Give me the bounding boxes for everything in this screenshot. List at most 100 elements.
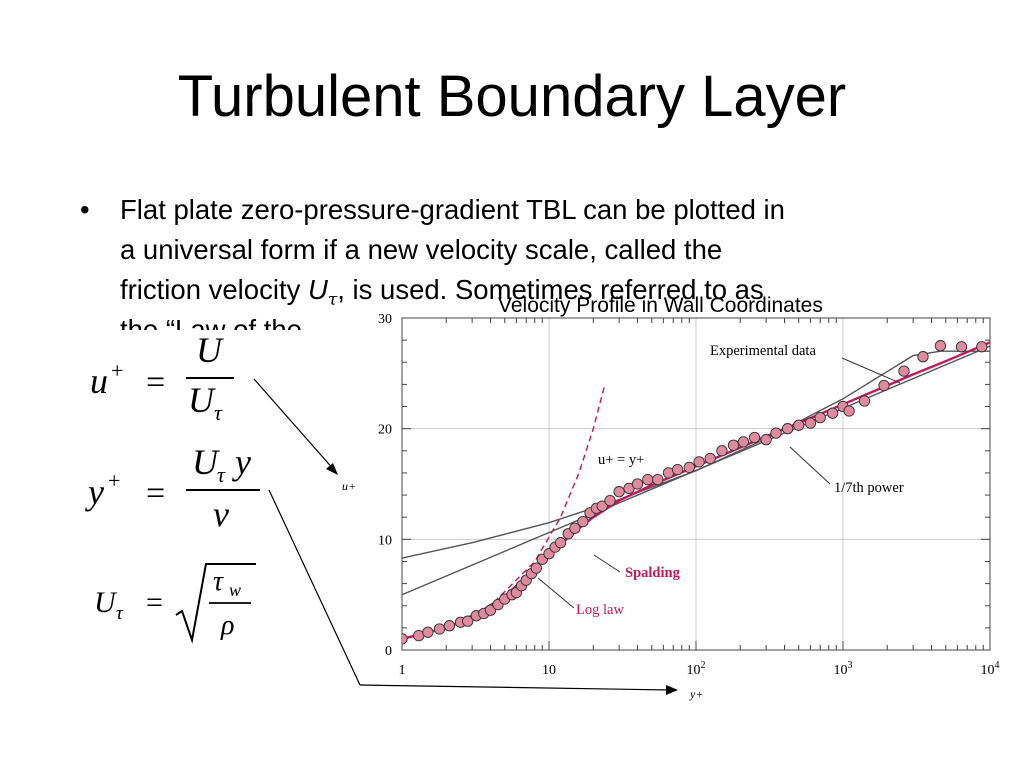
- eq3-numerator: τ: [213, 566, 224, 597]
- x-tick-label: 1: [399, 663, 406, 678]
- bullet-text: Flat plate zero-pressure-gradient TBL ca…: [120, 190, 960, 350]
- data-point: [596, 500, 608, 512]
- eq1-lhs: u: [90, 361, 108, 401]
- eq1-equals: =: [146, 364, 165, 401]
- y-tick-label: 20: [378, 423, 392, 438]
- data-point: [793, 419, 805, 431]
- bullet-line-3: friction velocity Uτ, is used. Sometimes…: [120, 270, 960, 310]
- tick-labels: 0 10 20 30 1 10 102 103 104: [378, 312, 1000, 678]
- leader-one-seventh-power: [789, 446, 831, 485]
- friction-velocity-subscript: τ: [327, 290, 338, 310]
- sqrt-icon: [175, 563, 256, 644]
- eq3-denominator: ρ: [220, 610, 234, 641]
- data-point: [737, 436, 750, 448]
- x-axis-label: y+: [689, 687, 703, 701]
- data-point: [898, 365, 910, 377]
- eq2-sup: +: [108, 468, 120, 493]
- leader-experimental-data: [841, 357, 901, 384]
- label-one-seventh-power: 1/7th power: [834, 480, 904, 496]
- data-point: [748, 431, 761, 444]
- eq1-sup: +: [111, 358, 123, 383]
- eq2-denominator: ν: [213, 494, 229, 534]
- y-tick-label: 10: [378, 533, 392, 548]
- data-point: [577, 515, 589, 528]
- bullet-line-3-end: , is used. Sometimes referred to as: [337, 274, 764, 305]
- arrow-u-plus: [253, 378, 336, 472]
- data-point: [604, 494, 616, 507]
- data-point: [781, 423, 794, 435]
- equation-u-plus: u + = U U τ: [90, 330, 234, 425]
- eq2-equals: =: [146, 475, 165, 512]
- data-point: [631, 478, 644, 490]
- arrow-u-plus-head: [326, 463, 338, 475]
- y-tick-label: 0: [385, 644, 392, 659]
- eq3-lhs: U: [94, 586, 118, 619]
- bullet-line-3-start: friction velocity: [120, 274, 301, 305]
- x-tick-label: 103: [834, 660, 853, 678]
- axis-background: [352, 318, 402, 658]
- label-spalding: Spalding: [625, 565, 681, 581]
- y-axis-label: u+: [342, 479, 356, 493]
- slide-title: Turbulent Boundary Layer: [177, 64, 847, 129]
- data-point: [652, 473, 664, 486]
- data-point: [402, 633, 408, 645]
- eq2-lhs: y: [85, 472, 104, 512]
- data-point: [569, 522, 581, 534]
- data-point: [878, 379, 890, 392]
- arrow-y-plus-segment-1: [268, 489, 361, 686]
- data-point: [760, 434, 772, 446]
- data-point: [826, 407, 839, 419]
- tick-marks: [401, 317, 991, 651]
- bullet-line-2: a universal form if a new velocity scale…: [120, 234, 723, 265]
- x-tick-label: 104: [981, 660, 1000, 678]
- data-point: [554, 537, 567, 549]
- eq3-equals: =: [146, 586, 163, 619]
- data-point: [934, 340, 947, 352]
- data-point: [484, 604, 497, 616]
- data-point: [422, 626, 434, 638]
- data-point: [814, 411, 826, 424]
- equations-background: [80, 330, 350, 660]
- label-log-law: Log law: [576, 602, 624, 618]
- data-point: [530, 562, 542, 574]
- data-point: [917, 351, 929, 363]
- label-experimental-data: Experimental data: [710, 343, 816, 359]
- eq3-num-subscript: w: [229, 580, 241, 600]
- eq1-numerator: U: [196, 330, 224, 370]
- arrow-y-plus-segment-2: [359, 684, 671, 691]
- bullet-line-1: Flat plate zero-pressure-gradient TBL ca…: [120, 194, 785, 225]
- data-point: [858, 395, 871, 407]
- equation-y-plus: y + = U τ y ν: [85, 442, 260, 534]
- data-point: [613, 486, 625, 498]
- y-tick-label: 30: [378, 312, 392, 327]
- eq2-num-subscript: τ: [217, 462, 226, 487]
- data-point: [976, 341, 988, 353]
- leader-log-law: [537, 577, 575, 609]
- data-point: [683, 461, 695, 474]
- data-point: [433, 623, 446, 635]
- x-tick-label: 10: [542, 663, 556, 678]
- friction-velocity-symbol: U: [307, 274, 328, 305]
- eq2-numerator: U: [192, 442, 220, 482]
- chart-title: Velocity Profile in Wall Coordinates: [498, 294, 823, 317]
- pointer-arrows: [253, 378, 678, 695]
- equation-u-tau: U τ = τ w ρ: [94, 563, 256, 644]
- experimental-points: [402, 340, 988, 645]
- data-point: [443, 620, 456, 632]
- label-u-equals-y: u+ = y+: [598, 452, 644, 468]
- data-point: [955, 341, 968, 353]
- data-point: [462, 615, 474, 627]
- bullet-symbol: •: [80, 194, 90, 225]
- log-law-line: [402, 345, 990, 596]
- data-point: [727, 439, 740, 451]
- x-tick-label: 102: [687, 660, 706, 678]
- arrow-y-plus-head: [666, 685, 678, 695]
- annotations: Experimental data u+ = y+ 1/7th power Sp…: [537, 343, 904, 618]
- data-point: [693, 456, 705, 468]
- eq1-den-subscript: τ: [214, 400, 223, 425]
- eq2-num-tail: y: [232, 442, 251, 482]
- data-point: [716, 445, 728, 457]
- data-point: [704, 452, 716, 465]
- eq3-lhs-subscript: τ: [116, 603, 124, 624]
